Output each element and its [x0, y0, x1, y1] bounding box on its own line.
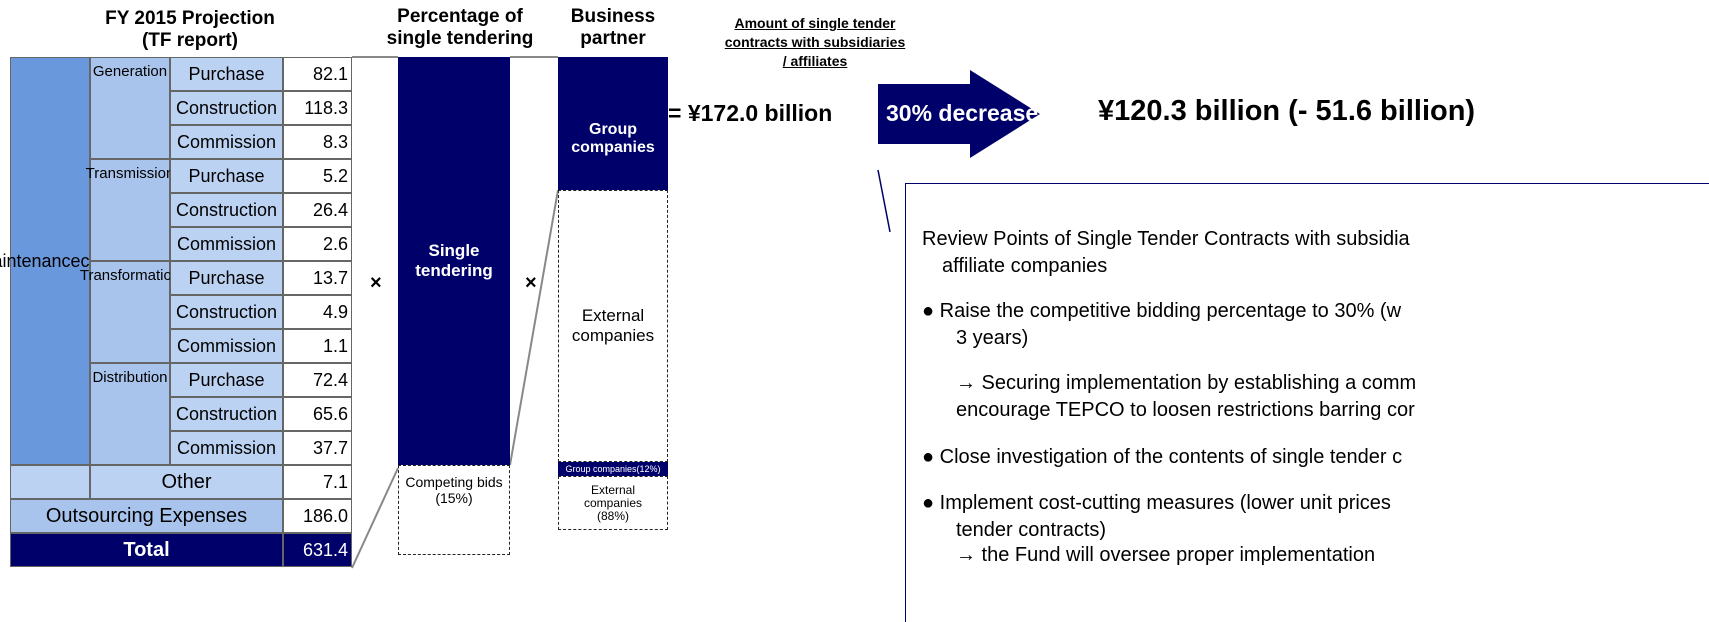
- amount: = ¥172.0 billion: [668, 100, 833, 126]
- cell: Commission: [170, 431, 283, 465]
- group-small: Group companies(12%): [558, 462, 668, 476]
- bullet-text: tender contracts): [956, 519, 1107, 541]
- single-bar: Single tendering: [398, 57, 510, 465]
- cell: 4.9: [283, 295, 352, 329]
- cell: Distribut ion: [90, 363, 170, 465]
- cell: Construction: [170, 397, 283, 431]
- header: Amount of single tender contracts with su…: [724, 15, 906, 69]
- cell: 8.3: [283, 125, 352, 159]
- cell: Purchase: [170, 57, 283, 91]
- review-title: affiliate companies: [942, 255, 1108, 277]
- competing-box: Competing bids (15%): [398, 465, 510, 555]
- cell: Purchase: [170, 261, 283, 295]
- cell: Total: [10, 533, 283, 567]
- cell: 26.4: [283, 193, 352, 227]
- cell: 82.1: [283, 57, 352, 91]
- group-bar: Group companies: [558, 57, 668, 190]
- cell: Other: [90, 465, 283, 499]
- cell: Transmi ssion: [86, 159, 174, 261]
- result: ¥120.3 billion (- 51.6 billion): [1098, 95, 1476, 127]
- times: ×: [525, 272, 537, 294]
- external-small: External companies (88%): [558, 476, 668, 530]
- cell: 72.4: [283, 363, 352, 397]
- cell: 7.1: [283, 465, 352, 499]
- bullet: ● Close investigation of the contents of…: [922, 446, 1403, 468]
- cell: Commission: [170, 329, 283, 363]
- cell: Construction: [170, 295, 283, 329]
- bullet: ● Implement cost-cutting measures (lower…: [922, 492, 1391, 514]
- cell: Purchase: [170, 159, 283, 193]
- external-box: External companies: [558, 190, 668, 462]
- cell: Maintenancecosts: [0, 57, 123, 465]
- cell: Construction: [170, 193, 283, 227]
- cell: 13.7: [283, 261, 352, 295]
- cell: Commission: [170, 227, 283, 261]
- note: → the Fund will oversee proper implement…: [956, 544, 1376, 566]
- cell: 2.6: [283, 227, 352, 261]
- review-box: Review Points of Single Tender Contracts…: [905, 183, 1709, 622]
- header: Percentage of single tendering: [386, 6, 534, 49]
- cell: Purchase: [170, 363, 283, 397]
- cell: Generat ion: [90, 57, 170, 159]
- cell: 186.0: [283, 499, 352, 533]
- cell: 5.2: [283, 159, 352, 193]
- note: → Securing implementation by establishin…: [956, 372, 1417, 394]
- cell: 1.1: [283, 329, 352, 363]
- header: Business partner: [570, 6, 656, 49]
- decrease: 30% decrease: [886, 100, 1039, 126]
- note: encourage TEPCO to loosen restrictions b…: [956, 399, 1415, 421]
- cell: 118.3: [283, 91, 352, 125]
- cell: Construction: [170, 91, 283, 125]
- cell: Commission: [170, 125, 283, 159]
- cell: 65.6: [283, 397, 352, 431]
- times: ×: [370, 272, 382, 294]
- cell: [10, 465, 90, 499]
- review-title: Review Points of Single Tender Contracts…: [922, 228, 1410, 250]
- cell: Outsourcing Expenses: [10, 499, 283, 533]
- cell: Transfor mation: [80, 261, 180, 363]
- cell: 631.4: [283, 533, 352, 567]
- bullet-text: 3 years): [956, 327, 1029, 349]
- bullet: ● Raise the competitive bidding percenta…: [922, 300, 1402, 322]
- header: FY 2015 Projection (TF report): [105, 8, 275, 51]
- cell: 37.7: [283, 431, 352, 465]
